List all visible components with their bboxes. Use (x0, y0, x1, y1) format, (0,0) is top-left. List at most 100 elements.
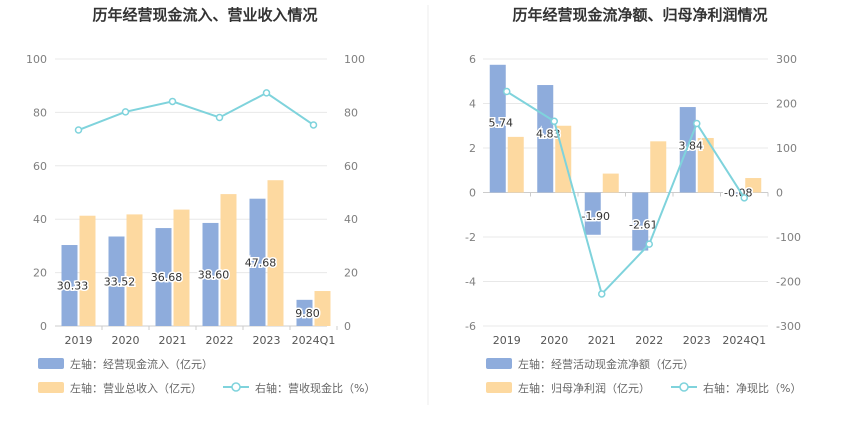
line-point (262, 89, 271, 97)
x-category-label: 2024Q1 (722, 334, 766, 347)
left-axis-tick: 40 (33, 213, 47, 226)
chart-title: 历年经营现金流入、营业收入情况 (92, 6, 317, 24)
bar-cash-inflow (202, 222, 219, 326)
left-axis-tick: 20 (33, 267, 47, 280)
line-point (503, 87, 511, 96)
chart-2: 历年经营现金流净额、归母净利润情况 -6 -4 -2 0 2 4 6 -300 -200 -100 0… (465, 6, 801, 395)
bar-data-label: 30.33 (57, 280, 89, 293)
legend-swatch-bar (486, 382, 512, 393)
right-axis-tick: 0 (776, 187, 783, 200)
bar-net-cash-flow (727, 192, 744, 195)
x-category-label: 2019 (493, 334, 521, 347)
bar-net-profit (745, 178, 762, 193)
line-point (550, 117, 558, 126)
line-point (645, 240, 653, 248)
bar-net-cash-flow (632, 192, 649, 251)
bar-revenue (126, 214, 143, 326)
bar-revenue (173, 209, 190, 326)
bar-revenue (267, 180, 284, 326)
right-axis-tick: 80 (344, 106, 358, 119)
bar-net-cash-flow (679, 107, 696, 193)
line-cash-ratio (78, 91, 315, 131)
x-category-label: 2022 (206, 334, 234, 347)
bar-net-cash-flow (537, 85, 554, 193)
bar-net-cash-flow (489, 64, 506, 193)
right-axis-tick: -300 (776, 320, 801, 333)
x-category-label: 2020 (112, 334, 140, 347)
right-axis-tick: 100 (776, 142, 797, 155)
bar-data-label: 47.68 (245, 256, 277, 269)
legend-swatch-bar (38, 358, 64, 369)
x-category-label: 2021 (588, 334, 616, 347)
left-axis-tick: 100 (26, 53, 47, 66)
bar-data-label: 33.52 (104, 275, 136, 288)
line-point (740, 194, 748, 202)
legend-swatch-marker (679, 382, 689, 392)
x-category-label: 2023 (253, 334, 281, 347)
legend: 左轴：经营现金流入（亿元） 左轴：营业总收入（亿元） 右轴：营收现金比（%） (38, 357, 375, 395)
bar-data-label: 4.83 (536, 127, 561, 140)
bar-data-label: 3.84 (679, 140, 704, 153)
bar-cash-inflow (249, 198, 266, 326)
bar-cash-inflow (296, 299, 313, 326)
left-axis-tick: 60 (33, 160, 47, 173)
bar-net-profit (602, 173, 619, 193)
bar-data-label: -1.90 (582, 210, 610, 223)
x-category-label: 2022 (635, 334, 663, 347)
bar-revenue (79, 215, 96, 326)
line-point (74, 126, 83, 134)
line-point (215, 113, 224, 122)
legend-swatch-bar (486, 358, 512, 369)
left-axis-tick: 2 (469, 142, 476, 155)
legend-label: 右轴：营收现金比（%） (255, 381, 375, 395)
bar-net-profit (507, 136, 524, 193)
bar-data-label: 9.80 (295, 307, 320, 320)
left-axis-tick: -6 (465, 320, 476, 333)
bar-data-label: 38.60 (198, 268, 230, 281)
bar-revenue (314, 291, 331, 326)
x-category-label: 2021 (159, 334, 187, 347)
right-axis-tick: 60 (344, 160, 358, 173)
left-axis-tick: -2 (465, 231, 476, 244)
line-net-cash-ratio (506, 90, 746, 296)
x-category-label: 2019 (65, 334, 93, 347)
right-axis-tick: 100 (344, 53, 365, 66)
line-point (121, 108, 130, 116)
bar-revenue (220, 194, 237, 326)
legend: 左轴：经营活动现金流净额（亿元） 左轴：归母净利润（亿元） 右轴：净现比（%） (486, 357, 801, 395)
legend-swatch-bar (38, 382, 64, 393)
line-point (168, 97, 177, 106)
legend-label: 右轴：净现比（%） (703, 381, 801, 395)
right-axis-tick: -200 (776, 276, 801, 289)
right-axis-tick: 200 (776, 98, 797, 111)
bar-net-profit (697, 137, 714, 193)
x-category-label: 2023 (683, 334, 711, 347)
bar-cash-inflow (61, 245, 78, 326)
x-category-label: 2024Q1 (292, 334, 336, 347)
right-axis-tick: 20 (344, 267, 358, 280)
left-axis-tick: 4 (469, 98, 476, 111)
x-category-label: 2020 (540, 334, 568, 347)
right-axis-tick: 40 (344, 213, 358, 226)
line-point (693, 119, 701, 128)
right-axis-tick: 0 (344, 320, 351, 333)
left-axis-tick: 0 (40, 320, 47, 333)
left-axis-tick: 6 (469, 53, 476, 66)
bar-net-profit (650, 141, 667, 193)
line-point (598, 290, 606, 298)
right-axis-tick: -100 (776, 231, 801, 244)
line-point (309, 121, 318, 129)
chart-1: 历年经营现金流入、营业收入情况 0 20 40 60 80 100 0 20 40 60 80 100 2… (26, 6, 375, 395)
left-axis-tick: 80 (33, 106, 47, 119)
legend-label: 左轴：营业总收入（亿元） (70, 381, 202, 395)
bar-data-label: 36.68 (151, 271, 183, 284)
legend-label: 左轴：归母净利润（亿元） (518, 381, 650, 395)
bar-net-cash-flow (584, 192, 601, 235)
bar-data-label: 5.74 (489, 116, 514, 129)
legend-label: 左轴：经营现金流入（亿元） (70, 357, 213, 371)
right-axis-tick: 300 (776, 53, 797, 66)
legend-label: 左轴：经营活动现金流净额（亿元） (518, 357, 694, 371)
bar-cash-inflow (155, 228, 172, 326)
chart-title: 历年经营现金流净额、归母净利润情况 (512, 6, 767, 24)
left-axis-tick: 0 (469, 187, 476, 200)
